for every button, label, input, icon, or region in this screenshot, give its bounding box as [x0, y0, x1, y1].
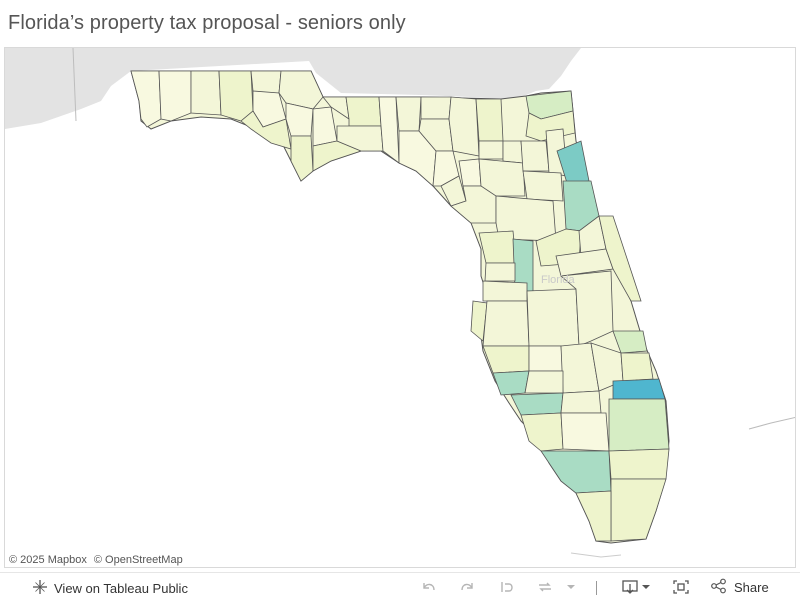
- attribution-osm[interactable]: © OpenStreetMap: [93, 554, 183, 566]
- florida-county-map[interactable]: Florida: [5, 48, 796, 568]
- county-putnam[interactable]: [522, 170, 564, 202]
- county-alachua[interactable]: [478, 158, 526, 197]
- county-miami-dade[interactable]: [610, 478, 667, 542]
- county-st-lucie[interactable]: [620, 352, 654, 382]
- undo-icon[interactable]: [418, 578, 440, 596]
- county-glades[interactable]: [560, 390, 602, 414]
- page-title: Florida’s property tax proposal - senior…: [8, 12, 406, 34]
- tableau-toolbar: View on Tableau Public: [0, 572, 800, 600]
- county-columbia[interactable]: [448, 96, 480, 157]
- share-icon: [710, 578, 728, 597]
- county-calhoun[interactable]: [285, 102, 314, 137]
- map-view[interactable]: Florida © 2025 Mapbox © OpenStreetMap: [4, 47, 796, 568]
- tableau-logo-icon: [32, 579, 48, 598]
- share-button[interactable]: Share: [710, 578, 769, 596]
- county-jefferson[interactable]: [378, 96, 400, 164]
- county-desoto[interactable]: [524, 370, 564, 394]
- county-indian-river[interactable]: [612, 330, 648, 354]
- county-sarasota[interactable]: [492, 370, 530, 396]
- county-union[interactable]: [478, 140, 504, 160]
- view-on-tableau-label: View on Tableau Public: [54, 580, 188, 596]
- county-bay[interactable]: [240, 110, 292, 150]
- county-hamilton[interactable]: [420, 96, 452, 120]
- county-hendry[interactable]: [560, 412, 610, 452]
- county-leon[interactable]: [345, 96, 382, 127]
- view-on-tableau-link[interactable]: View on Tableau Public: [32, 579, 188, 597]
- county-palm-beach[interactable]: [608, 398, 670, 452]
- county-pinellas[interactable]: [470, 300, 488, 342]
- county-layer: [130, 70, 670, 542]
- county-gilchrist[interactable]: [458, 158, 482, 187]
- county-lee[interactable]: [520, 412, 564, 452]
- redo-icon[interactable]: [456, 578, 478, 596]
- map-attribution: © 2025 Mapbox © OpenStreetMap: [9, 554, 187, 566]
- county-collier[interactable]: [540, 450, 612, 494]
- county-broward[interactable]: [608, 448, 670, 480]
- revert-icon[interactable]: [496, 578, 518, 596]
- county-franklin[interactable]: [312, 140, 363, 172]
- county-hillsborough[interactable]: [482, 300, 530, 347]
- county-baker[interactable]: [475, 98, 504, 142]
- county-hardee[interactable]: [528, 345, 564, 372]
- share-label: Share: [734, 579, 769, 595]
- county-escambia[interactable]: [130, 70, 162, 128]
- county-polk[interactable]: [526, 288, 580, 347]
- toolbar-divider: [596, 581, 597, 595]
- county-marion[interactable]: [495, 195, 557, 242]
- county-wakulla[interactable]: [336, 125, 384, 152]
- attribution-mapbox[interactable]: © 2025 Mapbox: [9, 554, 87, 566]
- fullscreen-icon[interactable]: [670, 578, 692, 596]
- florida-keys: [570, 552, 622, 558]
- county-osceola[interactable]: [560, 270, 614, 347]
- state-label: Florida: [541, 274, 576, 286]
- county-pasco[interactable]: [482, 280, 528, 302]
- dropdown-icon[interactable]: [560, 578, 582, 596]
- county-bradford[interactable]: [502, 140, 524, 164]
- county-madison[interactable]: [395, 96, 422, 132]
- county-brevard[interactable]: [598, 215, 642, 302]
- county-martin[interactable]: [612, 378, 666, 400]
- county-monroe[interactable]: [575, 490, 612, 542]
- download-icon[interactable]: [620, 578, 652, 596]
- county-hernando[interactable]: [484, 262, 516, 282]
- county-gulf[interactable]: [290, 135, 314, 182]
- county-citrus[interactable]: [478, 230, 517, 264]
- county-santa-rosa[interactable]: [158, 70, 192, 122]
- land-outside: [5, 48, 581, 129]
- refresh-icon[interactable]: [534, 578, 556, 596]
- county-okaloosa[interactable]: [190, 70, 222, 116]
- state-line: [72, 48, 77, 122]
- county-clay[interactable]: [520, 140, 550, 172]
- county-walton[interactable]: [218, 70, 254, 122]
- cuba-edge: [748, 416, 795, 430]
